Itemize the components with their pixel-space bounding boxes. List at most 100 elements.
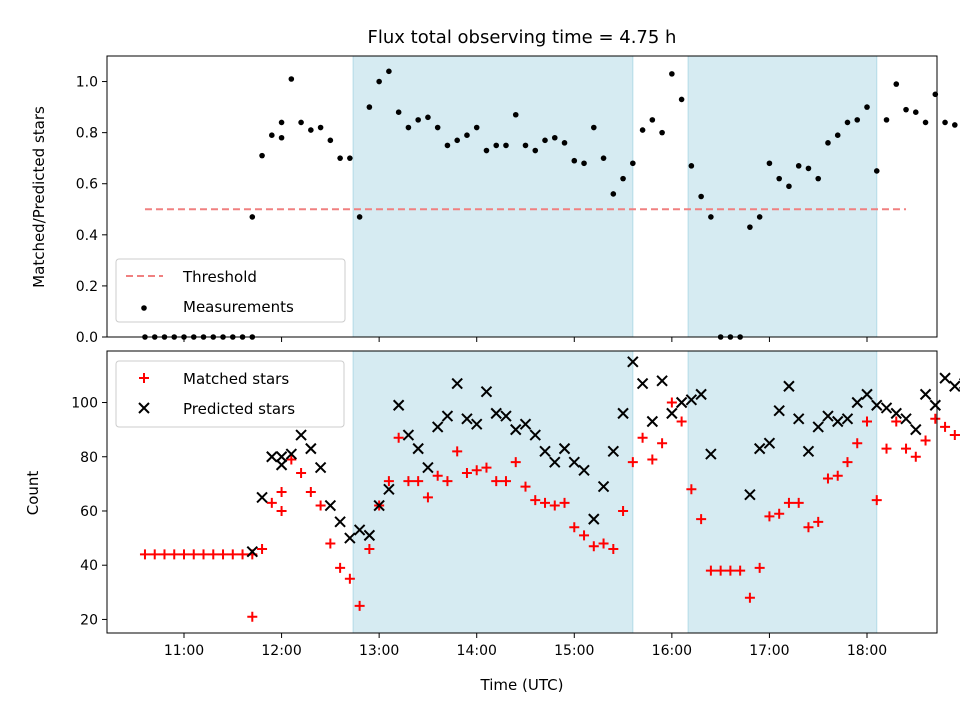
data-point [620, 176, 626, 182]
data-point [950, 381, 960, 391]
data-point [318, 125, 324, 131]
data-point [269, 132, 275, 138]
y-tick-label: 40 [80, 558, 98, 574]
data-point [347, 155, 353, 161]
data-point [657, 438, 667, 448]
shaded-interval-2 [688, 56, 877, 337]
data-point [657, 376, 667, 386]
data-point [640, 127, 646, 133]
data-point [357, 214, 363, 220]
data-point [638, 433, 648, 443]
data-point [911, 425, 921, 435]
data-point [581, 160, 587, 166]
data-point [415, 117, 421, 123]
y-tick-label: 80 [80, 450, 98, 466]
data-point [484, 148, 490, 154]
data-point [296, 468, 306, 478]
x-axis-label: Time (UTC) [480, 676, 564, 694]
data-point [930, 400, 940, 410]
data-point [884, 117, 890, 123]
top-y-axis-label: Matched/Predicted stars [30, 106, 48, 288]
data-point [238, 549, 248, 559]
data-point [923, 120, 929, 126]
data-point [316, 501, 326, 511]
data-point [747, 224, 753, 230]
y-tick-label: 0.0 [76, 330, 98, 346]
data-point [786, 183, 792, 189]
data-point [806, 166, 812, 172]
y-tick-label: 1.0 [76, 75, 98, 91]
data-point [940, 422, 950, 432]
data-point [921, 435, 931, 445]
x-tick-label: 18:00 [847, 643, 887, 659]
data-point [396, 109, 402, 115]
x-tick-label: 15:00 [554, 643, 594, 659]
data-point [325, 501, 335, 511]
data-point [386, 69, 392, 75]
data-point [698, 194, 704, 200]
x-tick-label: 16:00 [652, 643, 692, 659]
legend-marker [141, 305, 147, 311]
data-point [571, 158, 577, 164]
data-point [864, 104, 870, 110]
data-point [591, 125, 597, 131]
data-point [601, 155, 607, 161]
data-point [425, 115, 431, 121]
data-point [335, 517, 345, 527]
x-tick-label: 12:00 [261, 643, 301, 659]
data-point [218, 549, 228, 559]
data-point [296, 430, 306, 440]
x-tick-label: 11:00 [164, 643, 204, 659]
data-point [562, 140, 568, 146]
data-point [647, 454, 657, 464]
data-point [532, 148, 538, 154]
data-point [611, 191, 617, 197]
data-point [950, 430, 960, 440]
data-point [835, 132, 841, 138]
data-point [279, 120, 285, 126]
y-tick-label: 0.2 [76, 279, 98, 295]
bottom-y-axis-label: Count [24, 471, 42, 516]
data-point [257, 544, 267, 554]
y-tick-label: 0.4 [76, 228, 98, 244]
y-tick-label: 100 [71, 396, 98, 412]
data-point [667, 408, 677, 418]
data-point [659, 130, 665, 136]
data-point [169, 549, 179, 559]
data-point [921, 389, 931, 399]
data-point [367, 104, 373, 110]
y-tick-label: 60 [80, 504, 98, 520]
data-point [435, 125, 441, 131]
data-point [228, 549, 238, 559]
data-point [328, 138, 334, 144]
data-point [277, 487, 287, 497]
data-point [874, 168, 880, 174]
data-point [630, 160, 636, 166]
data-point [776, 176, 782, 182]
data-point [306, 444, 316, 454]
data-point [279, 135, 285, 141]
data-point [257, 492, 267, 502]
data-point [882, 444, 892, 454]
data-point [189, 549, 199, 559]
data-point [523, 143, 529, 149]
data-point [677, 398, 687, 408]
data-point [259, 153, 265, 159]
data-point [464, 132, 470, 138]
data-point [825, 140, 831, 146]
legend-label: Threshold [182, 268, 257, 286]
data-point [882, 403, 892, 413]
legend-label: Predicted stars [183, 400, 295, 418]
data-point [689, 163, 695, 169]
data-point [930, 414, 940, 424]
data-point [306, 487, 316, 497]
data-point [650, 117, 656, 123]
data-point [277, 506, 287, 516]
data-point [708, 214, 714, 220]
data-point [815, 176, 821, 182]
y-tick-label: 0.8 [76, 126, 98, 142]
shaded-interval-1 [353, 56, 633, 337]
data-point [199, 549, 209, 559]
